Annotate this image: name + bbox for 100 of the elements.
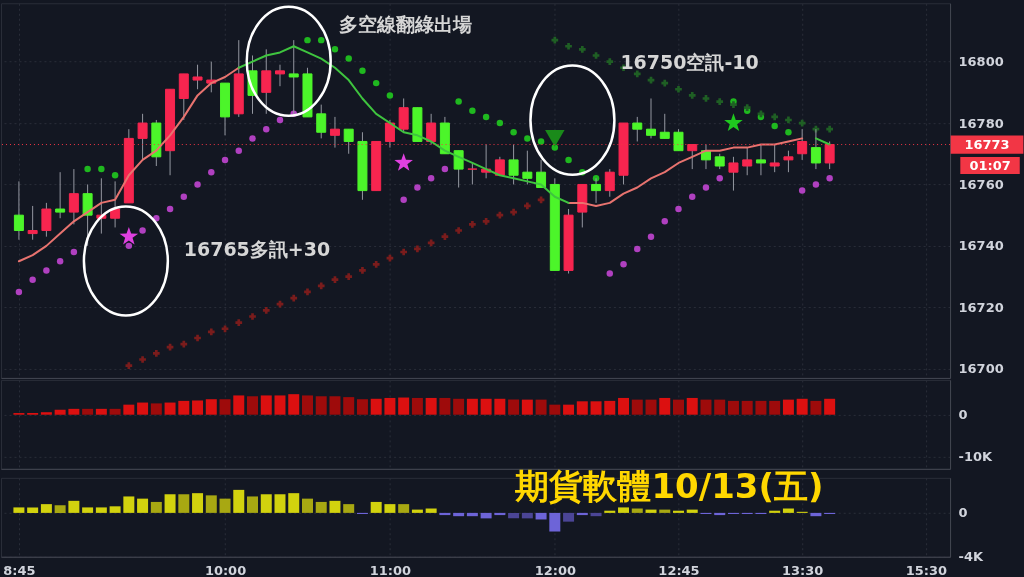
bar	[301, 498, 313, 513]
point	[15, 288, 23, 296]
candlestick	[329, 116, 340, 149]
bar	[150, 403, 162, 415]
bar	[769, 400, 781, 415]
point	[812, 181, 820, 188]
bar	[755, 400, 767, 415]
point	[166, 343, 174, 351]
bar	[398, 397, 410, 415]
bar	[329, 500, 341, 513]
bar	[13, 507, 25, 513]
x-tick-label: 15:30	[905, 563, 947, 577]
point	[207, 328, 215, 336]
point	[43, 267, 50, 274]
bar	[164, 494, 176, 513]
bar	[563, 404, 575, 415]
bar	[549, 404, 561, 415]
bar	[425, 397, 437, 415]
point	[620, 261, 627, 268]
bar	[192, 493, 204, 513]
bar	[95, 507, 107, 513]
candlestick	[41, 202, 52, 238]
bar	[315, 501, 327, 513]
candlestick	[508, 144, 519, 185]
point	[400, 248, 408, 256]
y-tick-label: 16720	[958, 299, 1004, 315]
point	[180, 193, 188, 200]
point	[249, 135, 256, 142]
point	[152, 350, 160, 357]
point	[125, 242, 133, 250]
point	[496, 119, 504, 127]
bar	[370, 501, 382, 513]
bar	[137, 402, 149, 415]
bar	[659, 397, 671, 415]
bar	[700, 399, 712, 415]
point	[606, 58, 614, 65]
bar	[82, 507, 94, 513]
point	[510, 208, 517, 216]
point	[84, 165, 91, 173]
point	[386, 92, 394, 99]
point	[221, 156, 229, 164]
bar	[535, 399, 547, 415]
point	[724, 113, 743, 131]
point	[702, 95, 710, 102]
point	[249, 313, 256, 320]
point	[537, 196, 545, 204]
y-tick-label: -10K	[958, 449, 993, 465]
point	[565, 42, 572, 50]
y-tick-label: 16780	[958, 115, 1004, 131]
bar	[727, 400, 739, 415]
candlestick	[192, 64, 203, 90]
point	[56, 257, 64, 265]
point	[469, 221, 476, 228]
bar	[164, 402, 176, 415]
bar	[370, 398, 382, 415]
point	[194, 334, 201, 342]
point	[125, 362, 133, 369]
bar	[247, 496, 259, 513]
chart-title: 期貨軟體10/13(五)	[514, 465, 824, 506]
bar	[82, 408, 94, 415]
bar	[673, 399, 684, 415]
bar	[398, 504, 410, 513]
point	[98, 165, 105, 173]
bar	[714, 512, 726, 516]
point	[180, 340, 188, 348]
point	[826, 125, 833, 133]
point	[194, 181, 201, 188]
point	[634, 245, 641, 253]
bar	[494, 398, 506, 415]
bar	[54, 505, 66, 513]
bar	[329, 396, 341, 415]
point	[345, 273, 353, 280]
bar	[645, 509, 657, 513]
candlestick	[659, 113, 670, 139]
text: 01:07	[969, 157, 1011, 173]
point	[276, 300, 284, 308]
point	[372, 79, 380, 87]
point	[317, 36, 325, 44]
candlestick	[316, 104, 327, 139]
x-tick-label: 8:45	[3, 563, 36, 577]
bar	[150, 501, 162, 513]
candlestick	[646, 97, 657, 139]
bar	[54, 409, 66, 415]
bar	[453, 512, 465, 517]
point	[537, 138, 545, 145]
candlestick	[398, 97, 409, 133]
bar	[260, 395, 272, 415]
y-tick-label: 16760	[958, 176, 1004, 192]
bar	[274, 395, 286, 415]
candlestick	[384, 119, 395, 149]
point	[441, 165, 449, 173]
bar	[453, 398, 465, 415]
point	[675, 85, 682, 93]
ref-line-label: 16773	[964, 136, 1010, 152]
bar	[247, 396, 259, 415]
bar	[480, 512, 492, 519]
candlestick	[275, 64, 285, 87]
x-tick-label: 12:45	[658, 563, 700, 577]
point	[139, 227, 146, 234]
bar	[659, 509, 671, 513]
